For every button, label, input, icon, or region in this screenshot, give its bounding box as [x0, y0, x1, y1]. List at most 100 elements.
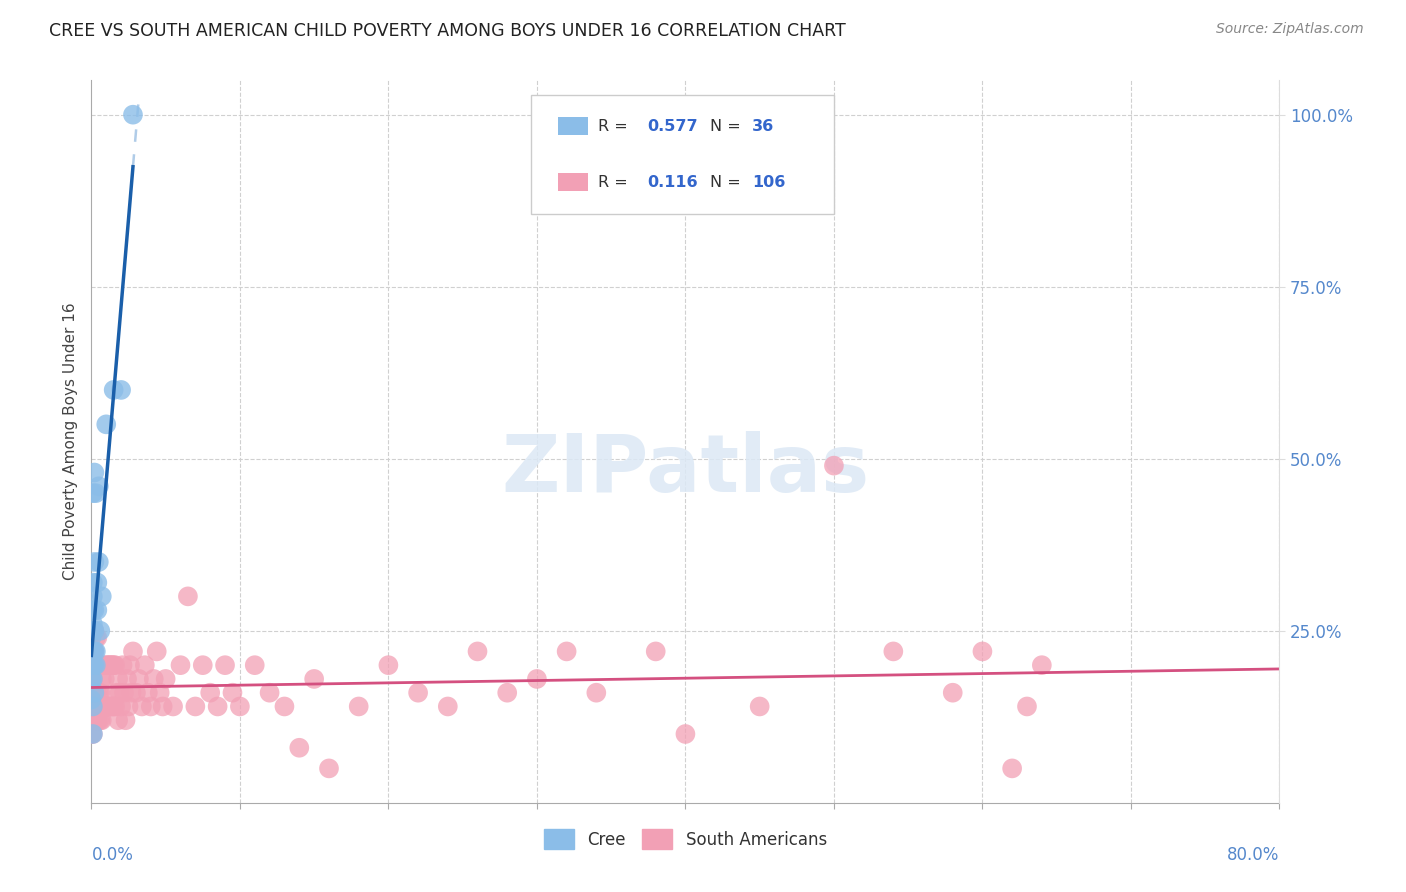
Point [115, 672, 138, 686]
Point [84, 658, 107, 673]
Point [823, 458, 845, 473]
Text: 80.0%: 80.0% [1227, 847, 1279, 864]
Point [184, 699, 207, 714]
Point [259, 686, 281, 700]
Point [80, 692, 103, 706]
Point [162, 699, 184, 714]
Point [82, 624, 104, 638]
Point [82, 727, 104, 741]
Point [91, 658, 114, 673]
Point [94, 699, 117, 714]
Point [125, 686, 148, 700]
Point [221, 686, 243, 700]
Text: 0.0%: 0.0% [91, 847, 134, 864]
Text: 0.577: 0.577 [647, 119, 697, 134]
Point [243, 658, 266, 673]
Point [104, 658, 127, 673]
Point [131, 699, 153, 714]
Y-axis label: Child Poverty Among Boys Under 16: Child Poverty Among Boys Under 16 [62, 302, 77, 581]
Text: R =: R = [598, 119, 633, 134]
Text: 0.116: 0.116 [647, 175, 697, 190]
Point [83, 644, 105, 658]
Point [82, 672, 104, 686]
Point [86, 603, 108, 617]
Point [80, 699, 103, 714]
Point [118, 658, 141, 673]
Point [149, 686, 172, 700]
Point [83, 624, 105, 638]
Point [748, 699, 770, 714]
Point [90, 590, 112, 604]
Point [1015, 699, 1038, 714]
Point [142, 672, 165, 686]
Point [80, 672, 103, 686]
Point [96, 417, 118, 432]
Bar [558, 173, 588, 192]
Point [89, 624, 111, 638]
Point [191, 658, 214, 673]
Point [214, 658, 236, 673]
Point [84, 486, 107, 500]
Text: CREE VS SOUTH AMERICAN CHILD POVERTY AMONG BOYS UNDER 16 CORRELATION CHART: CREE VS SOUTH AMERICAN CHILD POVERTY AMO… [49, 22, 846, 40]
Point [83, 644, 105, 658]
Text: ZIPatlas: ZIPatlas [502, 432, 869, 509]
Point [496, 686, 519, 700]
Text: N =: N = [710, 175, 741, 190]
Point [145, 644, 167, 658]
Point [110, 699, 132, 714]
Point [644, 644, 666, 658]
Point [152, 699, 174, 714]
Point [98, 699, 121, 714]
Point [229, 699, 252, 714]
Point [80, 658, 103, 673]
Point [87, 713, 110, 727]
Point [82, 644, 104, 658]
Point [87, 555, 110, 569]
Point [86, 658, 108, 673]
Point [112, 686, 135, 700]
Point [942, 686, 965, 700]
Point [111, 658, 134, 673]
Point [103, 383, 125, 397]
Point [83, 555, 105, 569]
Point [169, 658, 191, 673]
Point [526, 672, 548, 686]
Point [97, 658, 120, 673]
Point [80, 644, 103, 658]
Text: R =: R = [598, 175, 633, 190]
Point [103, 699, 125, 714]
Point [882, 644, 904, 658]
Point [104, 699, 127, 714]
Point [139, 699, 162, 714]
Point [98, 658, 121, 673]
Point [110, 383, 132, 397]
Point [673, 727, 696, 741]
Point [1031, 658, 1053, 673]
Point [82, 658, 104, 673]
Point [80, 631, 103, 645]
Point [96, 699, 118, 714]
Point [83, 686, 105, 700]
Point [136, 686, 159, 700]
Point [122, 108, 145, 122]
Point [82, 672, 104, 686]
Point [302, 672, 325, 686]
Point [90, 713, 112, 727]
Point [91, 699, 114, 714]
Point [107, 713, 129, 727]
Point [94, 672, 117, 686]
Point [82, 624, 104, 638]
Point [86, 713, 108, 727]
Point [177, 590, 200, 604]
Point [318, 761, 340, 775]
Point [84, 631, 107, 645]
Point [273, 699, 295, 714]
Point [80, 727, 103, 741]
Point [96, 658, 118, 673]
Point [134, 658, 156, 673]
Point [86, 631, 108, 645]
Legend: Cree, South Americans: Cree, South Americans [537, 822, 834, 856]
Text: 36: 36 [752, 119, 775, 134]
Point [155, 672, 177, 686]
Point [101, 699, 124, 714]
